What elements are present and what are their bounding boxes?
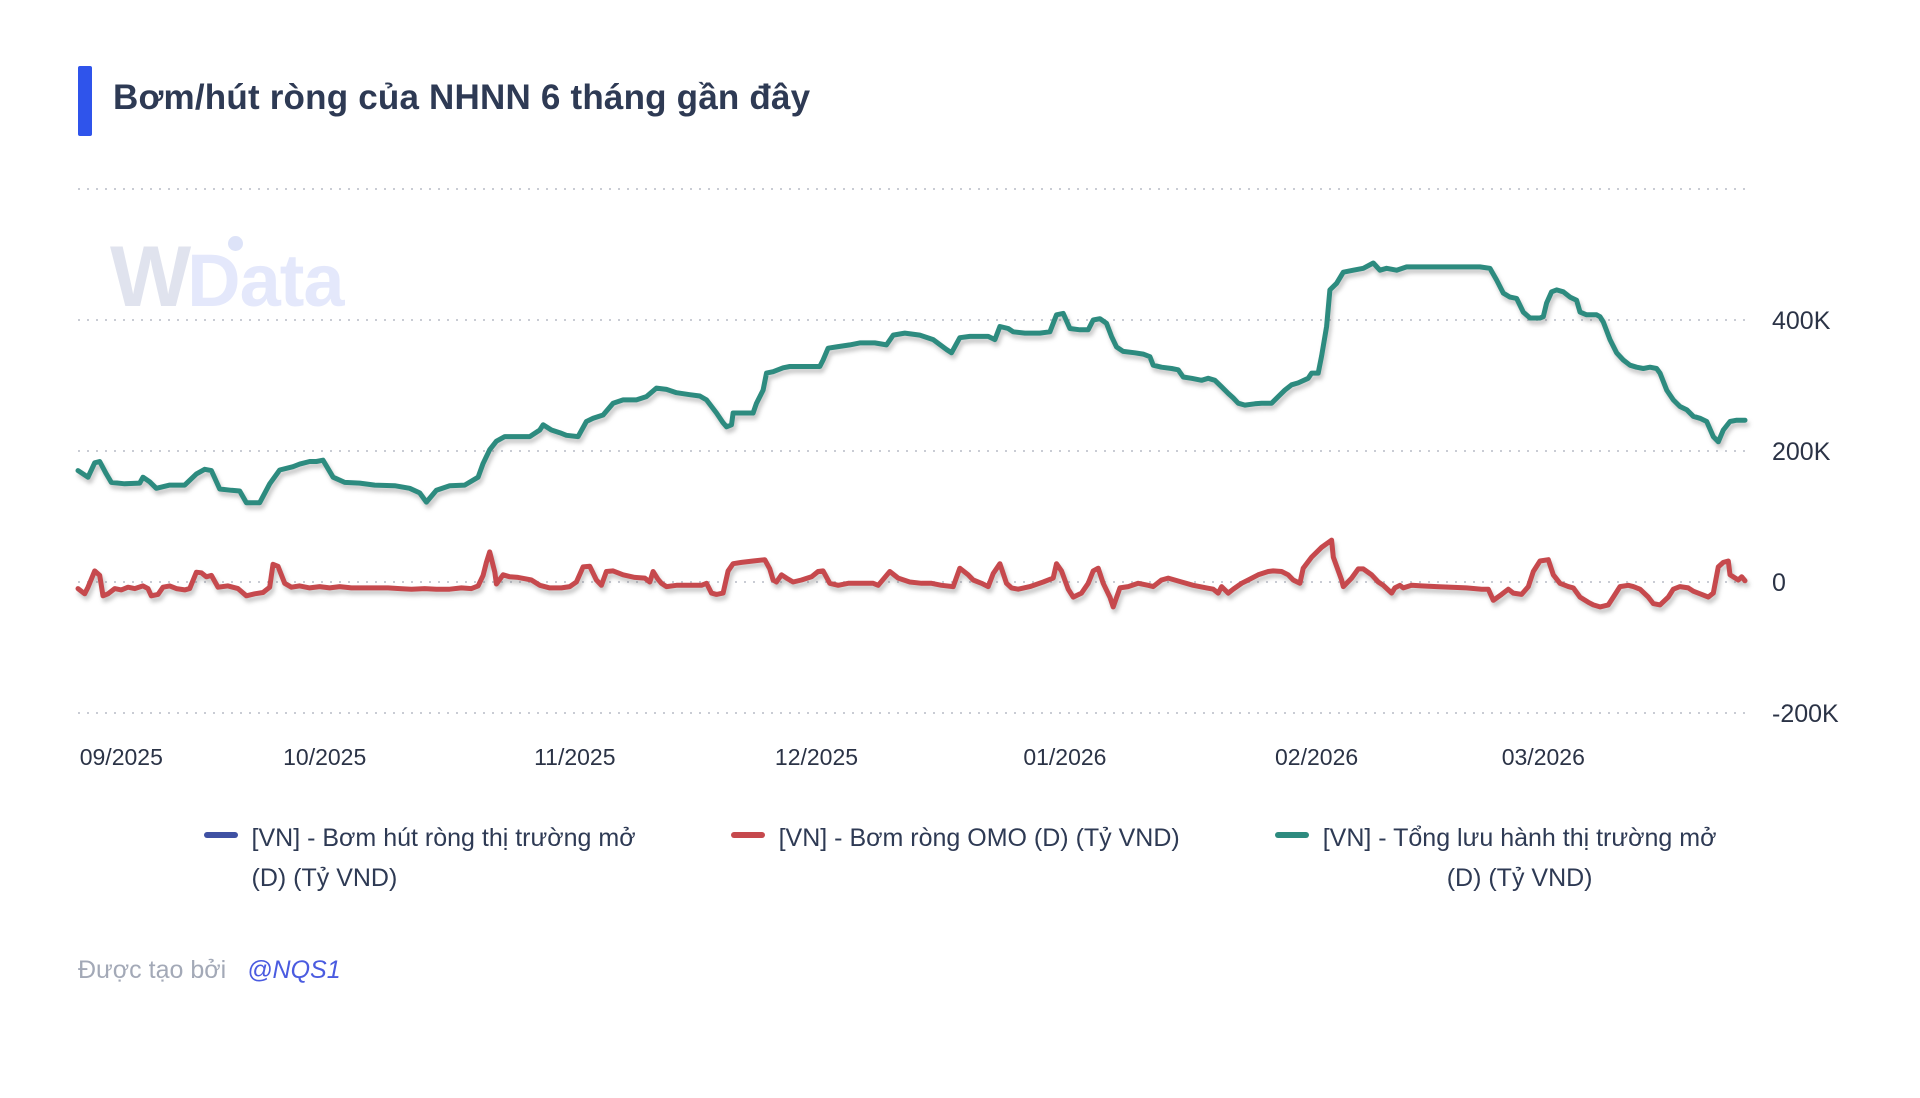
x-axis-tick-label: 01/2026: [1023, 744, 1106, 770]
legend-item-total-outstanding[interactable]: [VN] - Tổng lưu hành thị trường mở (D) (…: [1274, 818, 1717, 898]
title-accent-bar: [78, 66, 92, 136]
series-line: [75, 260, 1748, 506]
legend-dash-green-icon: [1274, 832, 1309, 838]
legend-label-line1: [VN] - Bơm ròng OMO (D) (Tỷ VND): [778, 824, 1180, 852]
legend-item-net-open-market[interactable]: [VN] - Bơm hút ròng thị trường mở (D) (T…: [203, 818, 636, 898]
watermark-w: W: [110, 229, 191, 325]
legend-dash-blue-icon: [203, 832, 238, 838]
legend-item-omo-net[interactable]: [VN] - Bơm ròng OMO (D) (Tỷ VND): [730, 818, 1180, 898]
footer: Được tạo bởi @NQS1: [78, 956, 341, 985]
x-axis-tick-label: 12/2025: [775, 744, 858, 770]
plot-svg: 400K 200K 0 -200K 09/2025 10/2025 11/2025 12/20…: [75, 188, 1839, 770]
x-axis-tick-label: 11/2025: [534, 744, 615, 770]
legend-dash-red-icon: [730, 832, 765, 838]
y-axis-tick-label: 200K: [1772, 438, 1831, 466]
chart-title: Bơm/hút ròng của NHNN 6 tháng gần đây: [113, 78, 811, 117]
watermark-data: Data: [187, 239, 344, 322]
legend-label-line1: [VN] - Bơm hút ròng thị trường mở: [251, 824, 636, 852]
series-line: [75, 537, 1748, 610]
legend-label-line1: [VN] - Tổng lưu hành thị trường mở: [1322, 824, 1717, 852]
widata-watermark: W Data: [110, 228, 345, 327]
x-axis-tick-label: 02/2026: [1275, 744, 1358, 770]
watermark-dot-icon: [228, 236, 243, 251]
footer-credit-text: Được tạo bởi: [78, 956, 227, 984]
chart-legend: [VN] - Bơm hút ròng thị trường mở (D) (T…: [0, 818, 1920, 898]
footer-author-link[interactable]: @NQS1: [247, 956, 341, 984]
legend-label-line2: (D) (Tỷ VND): [251, 864, 398, 892]
x-axis-tick-label: 03/2026: [1502, 744, 1585, 770]
y-axis-tick-label: 400K: [1772, 307, 1831, 335]
x-axis-tick-label: 10/2025: [283, 744, 366, 770]
legend-label-line2: (D) (Tỷ VND): [1446, 864, 1593, 892]
y-axis-tick-label: -200K: [1772, 700, 1839, 728]
x-axis-tick-label: 09/2025: [80, 744, 163, 770]
y-axis-tick-label: 0: [1772, 569, 1786, 597]
